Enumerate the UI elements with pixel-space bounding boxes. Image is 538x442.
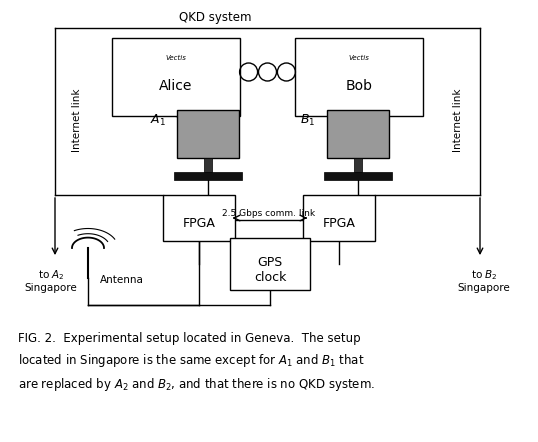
- Bar: [112, 38, 240, 116]
- Text: GPS
clock: GPS clock: [254, 256, 286, 284]
- Text: Alice: Alice: [159, 80, 193, 93]
- Text: $A_1$: $A_1$: [150, 112, 166, 128]
- Bar: [177, 110, 239, 158]
- Bar: [163, 195, 235, 241]
- Bar: [303, 195, 375, 241]
- Text: Antenna: Antenna: [100, 275, 144, 285]
- Text: FPGA: FPGA: [323, 217, 356, 230]
- Bar: [204, 158, 212, 172]
- Bar: [324, 172, 392, 180]
- Text: Vectis: Vectis: [166, 54, 187, 61]
- Text: Bob: Bob: [345, 80, 372, 93]
- Text: $B_1$: $B_1$: [300, 112, 316, 128]
- Text: Vectis: Vectis: [349, 54, 370, 61]
- Text: QKD system: QKD system: [179, 11, 251, 24]
- Text: FPGA: FPGA: [182, 217, 215, 230]
- Text: to $A_2$
Singapore: to $A_2$ Singapore: [25, 268, 77, 293]
- Text: FIG. 2.  Experimental setup located in Geneva.  The setup
located in Singapore i: FIG. 2. Experimental setup located in Ge…: [18, 332, 375, 393]
- Bar: [230, 238, 310, 290]
- Text: 2.5 Gbps comm. link: 2.5 Gbps comm. link: [222, 209, 316, 218]
- Bar: [354, 158, 362, 172]
- Bar: [295, 38, 423, 116]
- Bar: [174, 172, 242, 180]
- Text: Internet link: Internet link: [72, 88, 82, 152]
- Text: to $B_2$
Singapore: to $B_2$ Singapore: [458, 268, 511, 293]
- Text: Internet link: Internet link: [453, 88, 463, 152]
- Bar: [327, 110, 389, 158]
